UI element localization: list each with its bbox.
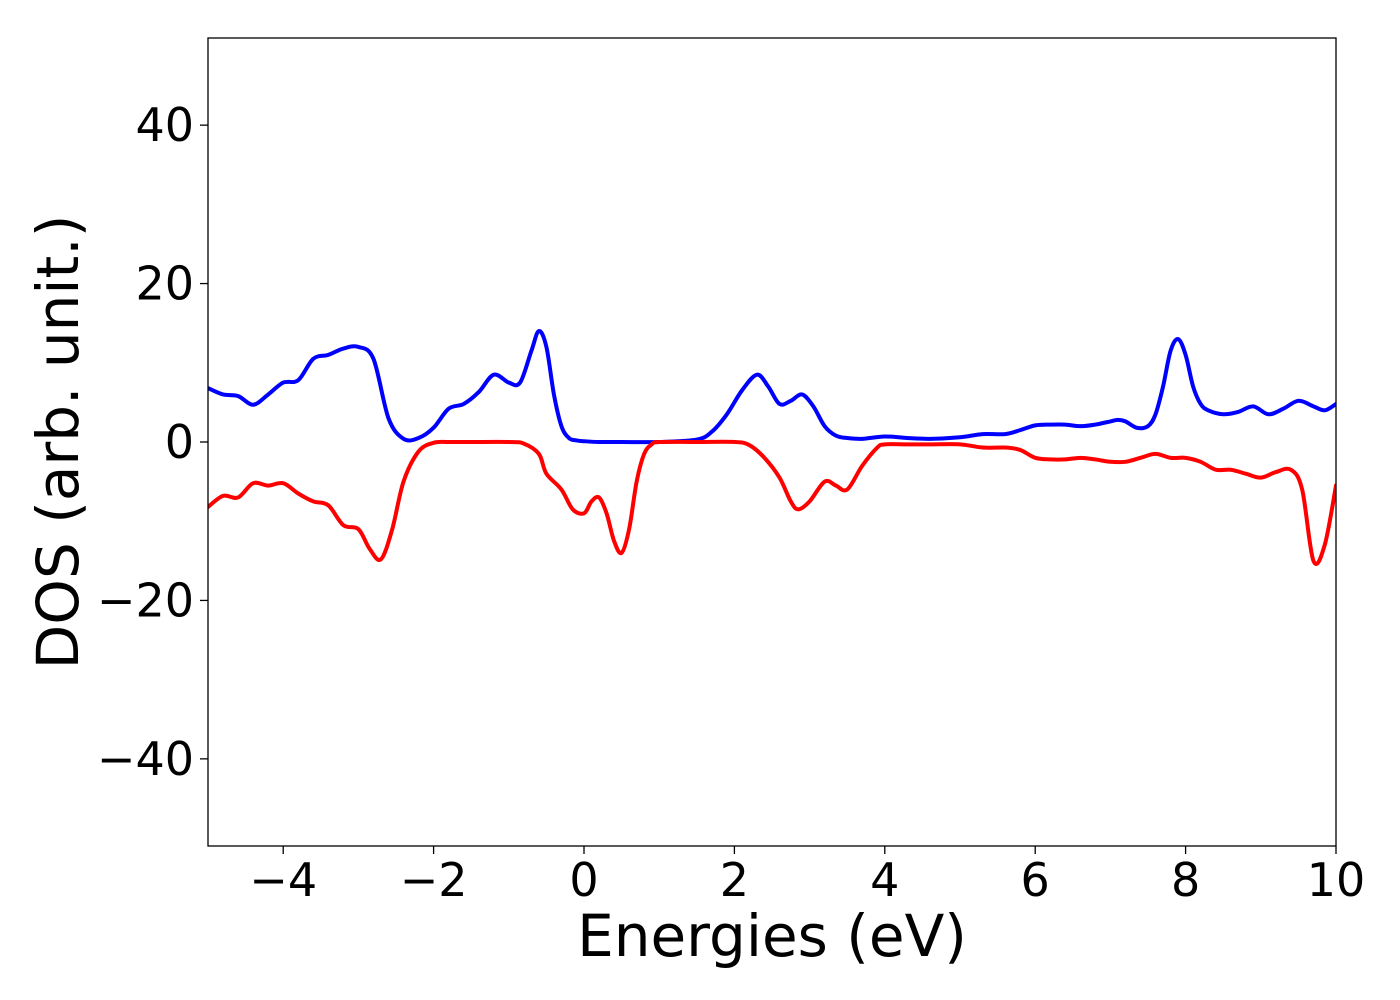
y-tick-label: −40	[97, 732, 194, 786]
y-tick-label: 0	[165, 415, 194, 469]
x-tick-label: 2	[720, 853, 749, 907]
y-tick-label: −20	[97, 573, 194, 627]
series-line-spin-up	[208, 329, 1336, 445]
series-line-spin-down	[208, 439, 1336, 567]
x-axis-label: Energies (eV)	[577, 902, 967, 970]
series-layer	[208, 329, 1336, 567]
x-tick-label: 8	[1171, 853, 1200, 907]
x-tick-label: 4	[870, 853, 899, 907]
x-tick-label: 6	[1021, 853, 1050, 907]
x-tick-label: −2	[400, 853, 468, 907]
y-tick-label: 40	[135, 98, 194, 152]
y-tick-label: 20	[135, 257, 194, 311]
x-tick-label: −4	[249, 853, 317, 907]
x-tick-label: 0	[569, 853, 598, 907]
x-tick-label: 10	[1307, 853, 1366, 907]
y-axis-ticks: −40 −20 0 20 40	[97, 98, 208, 786]
plot-area	[208, 38, 1336, 846]
x-axis-ticks: −4 −2 0 2 4 6 8 10	[249, 846, 1365, 907]
y-axis-label: DOS (arb. unit.)	[24, 215, 92, 670]
